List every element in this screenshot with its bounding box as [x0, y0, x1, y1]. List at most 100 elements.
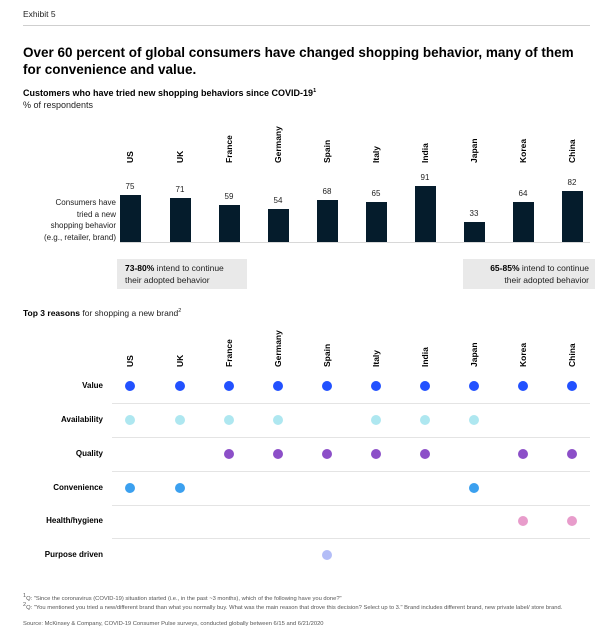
bar-korea — [512, 202, 534, 242]
country-label-us: US — [125, 151, 135, 163]
callout-asia: 65-85% intend to continue their adopted … — [463, 259, 595, 289]
value-label-spain: 68 — [322, 187, 332, 196]
bar-baseline — [120, 242, 590, 243]
reason-label-health-hygiene: Health/hygiene — [46, 516, 103, 525]
reason-label-availability: Availability — [61, 415, 103, 424]
bar-row-label-line: Consumers have — [55, 198, 116, 207]
callout-europe: 73-80% intend to continue their adopted … — [117, 259, 247, 289]
value-label-india: 91 — [420, 173, 430, 182]
footnote-2-mark: 2 — [23, 602, 27, 608]
dot-value-india — [420, 381, 430, 391]
callout-europe-line2: their adopted behavior — [125, 275, 210, 285]
value-label-japan: 33 — [469, 209, 479, 218]
chart2-title-bold: Top 3 reasons — [23, 308, 80, 318]
bar-india — [414, 186, 436, 242]
callout-asia-bold: 65-85% — [490, 263, 520, 273]
country-label-korea: Korea — [518, 138, 528, 163]
dot-quality-spain — [322, 449, 332, 459]
dot-availability-japan — [469, 415, 479, 425]
bar-row-label-line: shopping behavior — [50, 221, 116, 230]
reason-label-value: Value — [82, 381, 103, 390]
reason-label-quality: Quality — [75, 449, 103, 458]
top-divider — [23, 25, 590, 26]
country-label-china: China — [567, 139, 577, 163]
value-label-china: 82 — [567, 178, 577, 187]
dot-quality-germany — [273, 449, 283, 459]
exhibit-label: Exhibit 5 — [23, 9, 56, 19]
dot-value-korea — [518, 381, 528, 391]
reason-country-label-india: India — [420, 347, 430, 367]
dot-purpose-driven-spain — [322, 550, 332, 560]
value-label-germany: 54 — [273, 196, 283, 205]
reason-country-label-france: France — [224, 339, 234, 367]
dot-availability-france — [224, 415, 234, 425]
reason-row-divider — [112, 538, 590, 539]
dot-convenience-us — [125, 483, 135, 493]
bar-spain — [316, 200, 338, 242]
value-label-france: 59 — [224, 192, 234, 201]
bar-china — [561, 191, 583, 242]
country-label-japan: Japan — [469, 138, 479, 163]
bar-japan — [463, 222, 485, 242]
dot-value-japan — [469, 381, 479, 391]
chart1-title-footnote: 1 — [313, 88, 317, 94]
dot-value-italy — [371, 381, 381, 391]
page-title: Over 60 percent of global consumers have… — [23, 45, 574, 77]
chart1-unit: % of respondents — [23, 100, 94, 110]
reason-label-purpose-driven: Purpose driven — [44, 550, 103, 559]
dot-value-us — [125, 381, 135, 391]
bar-germany — [267, 209, 289, 242]
reason-country-label-germany: Germany — [273, 330, 283, 367]
country-label-india: India — [420, 143, 430, 163]
reason-row-divider — [112, 505, 590, 506]
value-label-italy: 65 — [371, 189, 381, 198]
dot-availability-germany — [273, 415, 283, 425]
dot-convenience-japan — [469, 483, 479, 493]
dot-availability-us — [125, 415, 135, 425]
dot-quality-france — [224, 449, 234, 459]
bar-row-label-line: (e.g., retailer, brand) — [43, 232, 116, 242]
dot-health-hygiene-china — [567, 516, 577, 526]
country-label-germany: Germany — [273, 126, 283, 163]
footnote-1: 1Q: "Since the coronavirus (COVID-19) si… — [23, 592, 593, 603]
dot-value-china — [567, 381, 577, 391]
dot-value-germany — [273, 381, 283, 391]
reason-country-label-italy: Italy — [371, 349, 381, 367]
bar-row-label-line: tried a new — [76, 209, 116, 219]
dot-value-uk — [175, 381, 185, 391]
country-label-spain: Spain — [322, 139, 332, 163]
reason-row-divider — [112, 403, 590, 404]
chart1-title: Customers who have tried new shopping be… — [23, 88, 316, 98]
dot-quality-korea — [518, 449, 528, 459]
footnote-2-text: Q: "You mentioned you tried a new/differ… — [26, 604, 563, 611]
country-label-italy: Italy — [371, 145, 381, 163]
bar-uk — [169, 198, 191, 242]
callout-europe-text: intend to continue — [154, 263, 224, 273]
reason-country-label-us: US — [125, 355, 135, 367]
callout-europe-bold: 73-80% — [125, 263, 155, 273]
country-label-france: France — [224, 135, 234, 163]
bar-row-label: Consumers have tried a new shopping behavi… — [20, 197, 116, 243]
chart2-title-rest: for shopping a new brand — [80, 308, 179, 318]
reason-row-divider — [112, 471, 590, 472]
reason-country-label-korea: Korea — [518, 342, 528, 367]
dot-availability-india — [420, 415, 430, 425]
reason-country-label-japan: Japan — [469, 342, 479, 367]
dot-quality-italy — [371, 449, 381, 459]
callout-asia-line2: their adopted behavior — [504, 275, 589, 285]
dot-value-france — [224, 381, 234, 391]
callout-asia-text: intend to continue — [519, 263, 589, 273]
bar-italy — [365, 202, 387, 242]
reason-row-divider — [112, 437, 590, 438]
dot-quality-india — [420, 449, 430, 459]
dot-quality-china — [567, 449, 577, 459]
chart2-title: Top 3 reasons for shopping a new brand2 — [23, 308, 181, 318]
country-label-uk: UK — [175, 150, 185, 163]
reason-country-label-uk: UK — [175, 354, 185, 367]
dot-availability-uk — [175, 415, 185, 425]
chart1-title-text: Customers who have tried new shopping be… — [23, 88, 314, 98]
reason-label-convenience: Convenience — [53, 483, 103, 492]
dot-availability-italy — [371, 415, 381, 425]
value-label-uk: 71 — [175, 185, 185, 194]
dot-convenience-uk — [175, 483, 185, 493]
